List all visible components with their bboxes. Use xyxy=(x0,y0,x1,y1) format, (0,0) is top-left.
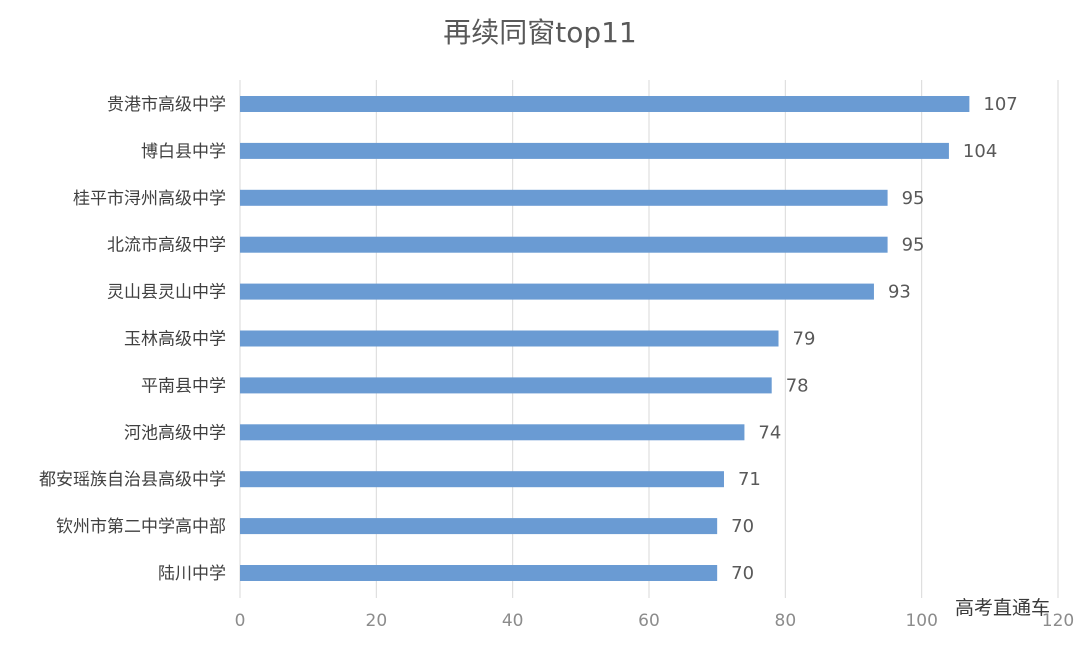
bar-1 xyxy=(240,142,949,159)
data-label: 70 xyxy=(731,563,754,584)
bar-7 xyxy=(240,424,745,441)
category-label: 玉林高级中学 xyxy=(124,330,226,350)
bar-2 xyxy=(240,189,888,206)
data-label: 74 xyxy=(758,422,781,443)
data-label: 107 xyxy=(983,94,1017,115)
data-label: 93 xyxy=(888,282,911,303)
x-tick-label: 20 xyxy=(366,611,388,631)
bar-0 xyxy=(240,96,970,112)
bar-9 xyxy=(240,518,718,535)
data-label: 95 xyxy=(902,235,925,256)
x-tick-label: 40 xyxy=(502,611,524,631)
category-label: 都安瑶族自治县高级中学 xyxy=(39,470,226,490)
data-label: 71 xyxy=(738,469,761,490)
bar-8 xyxy=(240,471,724,488)
x-tick-label: 100 xyxy=(905,611,937,631)
value-labels: 107 104 95 95 93 79 78 74 71 70 70 xyxy=(731,94,1018,584)
bar-6 xyxy=(240,377,772,394)
x-tick-label: 60 xyxy=(638,611,660,631)
chart-title: 再续同窗top11 xyxy=(443,16,637,49)
category-label: 平南县中学 xyxy=(141,376,226,396)
category-label: 桂平市浔州高级中学 xyxy=(73,189,226,209)
data-label: 95 xyxy=(902,188,925,209)
bar-10 xyxy=(240,565,718,581)
category-labels: 贵港市高级中学博白县中学桂平市浔州高级中学北流市高级中学灵山县灵山中学玉林高级中… xyxy=(39,95,226,584)
bar-4 xyxy=(240,283,874,300)
x-tick-label: 120 xyxy=(1042,611,1074,631)
bar-3 xyxy=(240,236,888,253)
category-label: 钦州市第二中学高中部 xyxy=(56,517,226,537)
x-tick-label: 80 xyxy=(775,611,797,631)
category-label: 河池高级中学 xyxy=(124,423,226,443)
data-label: 78 xyxy=(786,375,809,396)
watermark-text: 高考直通车 xyxy=(955,597,1050,619)
x-tick-label: 0 xyxy=(235,611,246,631)
category-label: 灵山县灵山中学 xyxy=(107,283,226,303)
data-label: 70 xyxy=(731,516,754,537)
category-label: 贵港市高级中学 xyxy=(107,95,226,115)
bar-5 xyxy=(240,330,779,347)
category-label: 北流市高级中学 xyxy=(107,236,226,256)
bars xyxy=(240,96,970,581)
x-axis-ticks: 0 20 40 60 80 100 120 xyxy=(235,611,1075,631)
category-label: 陆川中学 xyxy=(158,564,226,584)
category-label: 博白县中学 xyxy=(141,142,226,162)
data-label: 79 xyxy=(793,329,816,350)
data-label: 104 xyxy=(963,141,997,162)
